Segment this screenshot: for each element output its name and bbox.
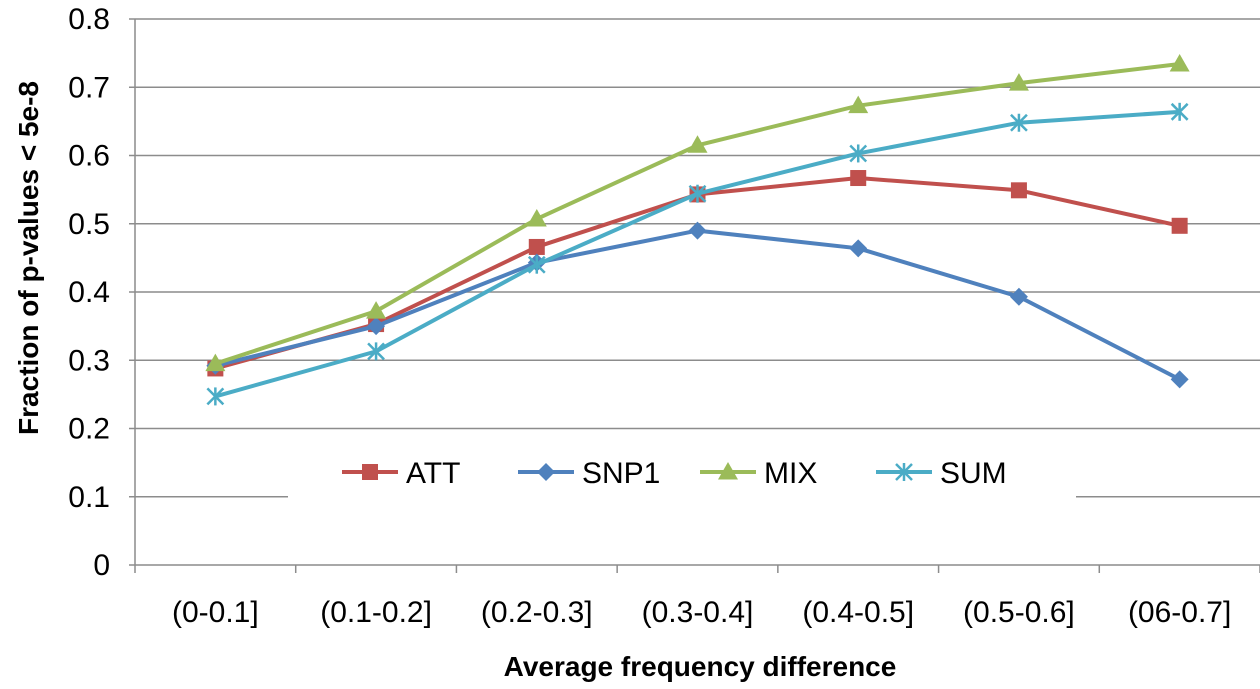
x-tick-label: (0.2-0.3] <box>481 596 593 629</box>
series-snp1 <box>206 221 1189 389</box>
series-sum <box>206 102 1189 406</box>
axes: 0 0.1 0.2 0.3 0.4 0.5 0.6 0.7 0.8 (0-0.1] (0.1-0.2… <box>68 3 1260 629</box>
data-point-sum <box>688 184 707 203</box>
data-point-att <box>850 170 867 187</box>
x-tick-label: (0.5-0.6] <box>963 596 1075 629</box>
data-point-sum <box>367 342 385 361</box>
legend-item-att: ATT <box>342 457 460 490</box>
data-point-mix <box>687 135 708 153</box>
legend-box <box>288 448 1076 498</box>
legend-marker-mix <box>718 462 738 480</box>
y-tick-label: 0.7 <box>68 71 110 104</box>
legend-marker-sum <box>895 463 913 481</box>
y-tick-label: 0.3 <box>68 344 110 377</box>
x-tick-label: (06-0.7] <box>1128 596 1231 629</box>
data-point-mix <box>1008 73 1029 91</box>
data-point-sum <box>1010 113 1028 132</box>
legend-label-att: ATT <box>406 457 460 490</box>
legend-item-sum: SUM <box>876 457 1007 490</box>
data-point-mix <box>526 208 547 227</box>
y-tick-label: 0.8 <box>68 3 110 36</box>
data-point-mix <box>1169 54 1190 72</box>
data-point-snp1 <box>849 239 868 258</box>
series-group <box>205 54 1190 406</box>
legend-item-snp1: SNP1 <box>518 457 660 490</box>
series-mix <box>205 54 1190 372</box>
x-tick-label: (0.4-0.5] <box>802 596 914 629</box>
legend-marker-snp1 <box>537 463 555 481</box>
data-point-sum <box>849 144 868 163</box>
data-point-att <box>1010 182 1027 199</box>
data-point-snp1 <box>688 221 707 240</box>
data-point-sum <box>1170 102 1189 121</box>
data-point-snp1 <box>1009 287 1028 306</box>
data-point-snp1 <box>367 317 386 336</box>
x-tick-label: (0.1-0.2] <box>320 596 432 629</box>
y-tick-label: 0.5 <box>68 208 110 241</box>
data-point-mix <box>366 301 387 319</box>
y-tick-label: 0.1 <box>68 481 110 514</box>
y-axis-label: Fraction of p-values < 5e-8 <box>13 81 44 435</box>
y-tick-label: 0.6 <box>68 140 110 173</box>
data-point-sum <box>527 255 546 274</box>
x-tick-label: (0.3-0.4] <box>642 596 754 629</box>
legend-label-snp1: SNP1 <box>582 457 660 490</box>
x-tick-label: (0-0.1] <box>172 596 259 629</box>
y-tick-label: 0.4 <box>68 276 110 309</box>
legend-marker-att <box>362 464 378 480</box>
y-tick-label: 0.2 <box>68 413 110 446</box>
gridlines <box>135 18 1260 498</box>
data-point-sum <box>206 387 225 406</box>
x-axis-label: Average frequency difference <box>504 651 897 682</box>
data-point-mix <box>205 353 226 372</box>
series-line-mix <box>214 62 1180 366</box>
data-point-snp1 <box>1170 370 1189 389</box>
data-point-att <box>1171 217 1188 234</box>
legend-label-mix: MIX <box>764 457 817 490</box>
data-point-mix <box>848 95 869 114</box>
series-line-sum <box>214 109 1180 399</box>
legend-item-mix: MIX <box>700 457 817 490</box>
series-line-att <box>214 176 1181 371</box>
legend-label-sum: SUM <box>940 457 1007 490</box>
legend: ATT SNP1 MIX SUM <box>288 448 1076 498</box>
data-point-att <box>528 238 545 255</box>
y-tick-label: 0 <box>93 549 110 582</box>
